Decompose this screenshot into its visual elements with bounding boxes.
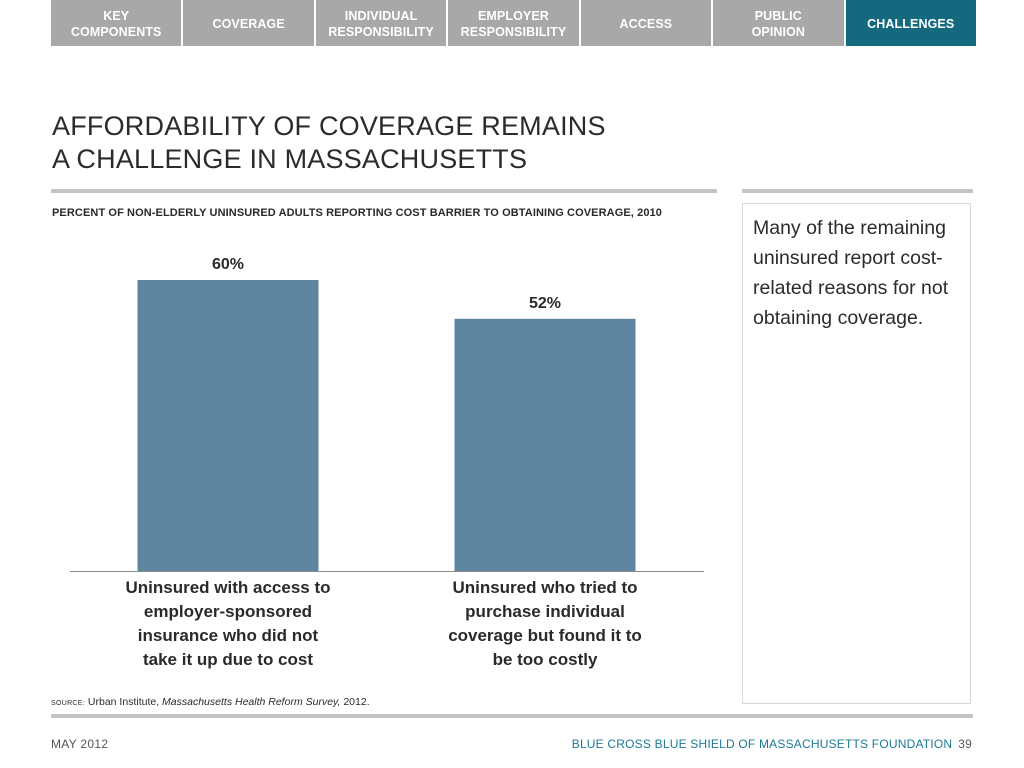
tab-individual-responsibility[interactable]: INDIVIDUAL RESPONSIBILITY xyxy=(315,0,447,46)
tab-coverage[interactable]: COVERAGE xyxy=(183,0,314,46)
tab-access[interactable]: ACCESS xyxy=(580,0,712,46)
organization-name: BLUE CROSS BLUE SHIELD OF MASSACHUSETTS … xyxy=(571,737,953,751)
tab-label: KEY COMPONENTS xyxy=(70,9,162,39)
tab-label: INDIVIDUAL RESPONSIBILITY xyxy=(328,9,434,39)
footer-organization: BLUE CROSS BLUE SHIELD OF MASSACHUSETTS … xyxy=(572,737,972,751)
category-label-individual: Uninsured who tried to purchase individu… xyxy=(448,578,642,669)
tab-public-opinion[interactable]: PUBLIC OPINION xyxy=(713,0,844,46)
footer-date: MAY 2012 xyxy=(51,737,109,751)
data-label-1: 60% xyxy=(212,256,244,273)
tab-key-components[interactable]: KEY COMPONENTS xyxy=(51,0,182,46)
tab-label: COVERAGE xyxy=(212,17,285,31)
category-label-employer: Uninsured with access to employer-sponso… xyxy=(125,578,331,669)
source-text: Urban Institute, xyxy=(87,696,160,708)
slide-title: AFFORDABILITY OF COVERAGE REMAINS A CHAL… xyxy=(52,111,606,174)
footer-divider xyxy=(51,714,973,718)
tab-label: PUBLIC OPINION xyxy=(751,9,806,39)
source-title: Massachusetts Health Reform Survey, xyxy=(162,696,341,708)
tab-label: EMPLOYER RESPONSIBILITY xyxy=(460,9,567,39)
bar-2 xyxy=(454,318,636,571)
tab-challenges[interactable]: CHALLENGES xyxy=(845,0,976,46)
tab-label: ACCESS xyxy=(619,17,673,31)
data-label-2: 52% xyxy=(529,295,561,312)
source-note: SOURCE: Urban Institute, Massachusetts H… xyxy=(51,696,370,708)
bar-1 xyxy=(137,280,319,571)
page-number: 39 xyxy=(958,737,972,751)
tab-label: CHALLENGES xyxy=(867,17,955,31)
side-note-text: Many of the remaining uninsured report c… xyxy=(753,217,949,329)
title-divider xyxy=(51,189,717,193)
side-note-box: Many of the remaining uninsured report c… xyxy=(742,203,971,704)
source-year: 2012. xyxy=(343,696,370,708)
tab-employer-responsibility[interactable]: EMPLOYER RESPONSIBILITY xyxy=(448,0,579,46)
source-tag: SOURCE: xyxy=(51,700,85,707)
side-divider xyxy=(742,189,973,193)
section-nav: KEY COMPONENTS COVERAGE INDIVIDUAL RESPO… xyxy=(51,0,976,46)
chart-title: PERCENT OF NON-ELDERLY UNINSURED ADULTS … xyxy=(52,207,662,219)
